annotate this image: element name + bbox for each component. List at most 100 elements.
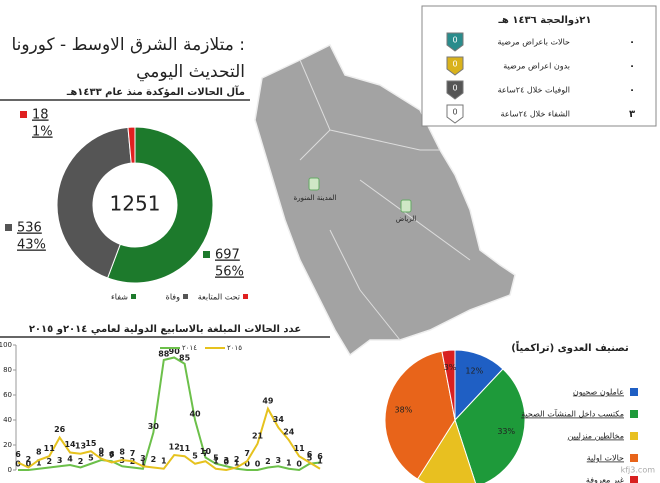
data-label: 10 — [200, 447, 212, 456]
data-label: 3 — [57, 456, 63, 465]
legend-swatch — [630, 432, 638, 440]
pie-slice — [384, 350, 456, 480]
legend-label: مخالطين منزليين — [568, 432, 624, 441]
data-label: 1 — [286, 458, 292, 467]
city-label: المدينة المنورة — [294, 194, 337, 202]
legend-label: غير معروفة — [586, 476, 624, 483]
data-label: 11 — [179, 444, 191, 453]
data-label: 0 — [15, 460, 21, 469]
data-label: 13 — [75, 441, 86, 450]
data-label: 5 — [192, 451, 198, 460]
data-label: 40 — [189, 410, 201, 419]
donut-share: 43% — [17, 238, 46, 253]
data-label: 6 — [15, 450, 21, 459]
y-tick-label: 100 — [0, 341, 12, 349]
legend-swatch — [630, 410, 638, 418]
city-marker — [308, 177, 320, 191]
label-swatch — [203, 251, 210, 258]
y-tick-label: 0 — [8, 466, 12, 474]
data-label: 30 — [148, 422, 160, 431]
data-label: 1 — [213, 456, 219, 465]
legend-label: تحت المتابعة — [198, 293, 240, 302]
series-line — [18, 356, 321, 472]
y-tick-label: 60 — [3, 391, 12, 399]
y-tick-label: 20 — [3, 441, 12, 449]
donut-segment — [106, 126, 214, 284]
data-label: 0 — [26, 460, 32, 469]
series-line — [17, 406, 321, 472]
pie-slice — [441, 349, 456, 421]
status-label: حالات باعراض مرضية — [497, 38, 570, 47]
y-tick-label: 40 — [3, 416, 12, 424]
data-label: 21 — [252, 431, 264, 440]
badge-value: 0 — [452, 84, 457, 93]
data-label: 9 — [99, 446, 105, 455]
data-label: 3 — [140, 454, 146, 463]
label-swatch — [20, 111, 27, 118]
data-label: 11 — [294, 444, 306, 453]
status-badge — [446, 56, 464, 76]
data-label: 3% — [444, 363, 457, 372]
legend-label: حالات اولية — [587, 454, 624, 463]
data-label: 5 — [307, 453, 313, 462]
city-label: الرياض — [396, 215, 417, 223]
watermark: kfj3.com — [621, 466, 656, 475]
donut-value: 536 — [17, 221, 42, 236]
pie-slice — [454, 368, 526, 483]
donut-segment — [127, 126, 136, 164]
data-label: 11 — [44, 444, 56, 453]
legend-label: ٢٠١٥ — [227, 344, 242, 352]
data-label: 6 — [317, 452, 323, 461]
data-label: 8 — [99, 450, 105, 459]
status-count: ٠ — [629, 85, 635, 96]
legend-label: شفاء — [111, 293, 128, 302]
donut-value: 697 — [215, 248, 240, 263]
data-label: 0 — [244, 460, 250, 469]
data-label: 6 — [109, 450, 115, 459]
status-count: ٠ — [629, 61, 635, 72]
data-label: 2 — [151, 455, 157, 464]
data-label: 0 — [296, 460, 302, 469]
y-tick-label: 80 — [3, 366, 12, 374]
badge-value: 0 — [452, 60, 457, 69]
legend-swatch — [243, 294, 248, 299]
donut-share: 1% — [32, 125, 53, 140]
data-label: 38% — [395, 406, 413, 415]
line-title: عدد الحالات المبلغة بالاسابيع الدولية لع… — [29, 324, 301, 335]
data-label: 34 — [273, 415, 285, 424]
status-badge — [446, 80, 464, 100]
data-label: 8 — [119, 448, 125, 457]
map-region-lines — [299, 59, 471, 341]
data-label: 7 — [244, 449, 250, 458]
data-label: 7 — [109, 451, 115, 460]
data-label: 3 — [223, 456, 229, 465]
data-label: 0 — [255, 460, 261, 469]
data-label: 49 — [262, 396, 274, 405]
donut-total: 1251 — [110, 192, 161, 216]
data-label: 1 — [140, 458, 146, 467]
status-badge — [446, 32, 464, 52]
status-badge — [446, 104, 464, 124]
legend-swatch — [630, 454, 638, 462]
data-label: 15 — [85, 439, 97, 448]
data-label: 2 — [78, 457, 84, 466]
status-count: ٣ — [629, 109, 635, 120]
legend-swatch — [183, 294, 188, 299]
data-label: 5 — [213, 453, 219, 462]
data-label: 1 — [36, 458, 42, 467]
donut-segment — [56, 126, 132, 279]
data-label: 12 — [169, 443, 180, 452]
pie-slice — [416, 418, 476, 483]
data-label: 5 — [88, 453, 94, 462]
legend-swatch — [131, 294, 136, 299]
data-label: 2 — [234, 455, 240, 464]
page-title: متلازمة الشرق الاوسط - كورونا : — [11, 35, 245, 55]
data-label: 0 — [223, 458, 229, 467]
data-label: 90 — [169, 347, 181, 356]
data-label: 1 — [234, 458, 240, 467]
legend-label: عاملون صحيون — [573, 388, 624, 397]
data-label: 3 — [276, 456, 282, 465]
data-label: 24 — [283, 428, 295, 437]
status-date: ٢١ذوالحجة ١٤٣٦ هـ — [498, 15, 592, 26]
data-label: 7 — [130, 449, 136, 458]
